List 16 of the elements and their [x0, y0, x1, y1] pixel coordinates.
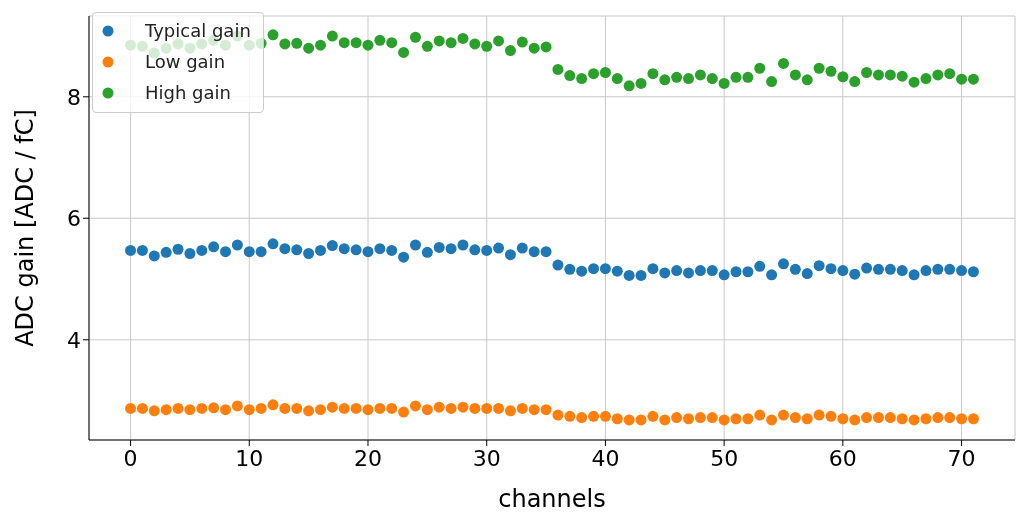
y-tick-label: 6: [67, 206, 81, 232]
legend-label: Low gain: [145, 50, 226, 74]
y-tick-label: 8: [67, 84, 81, 110]
legend-label: Typical gain: [145, 19, 251, 43]
x-axis-title: channels: [498, 485, 606, 513]
x-tick-label: 40: [591, 445, 620, 471]
y-axis-title: ADC gain [ADC / fC]: [10, 109, 39, 347]
x-tick-label: 30: [472, 445, 501, 471]
y-tick-label: 4: [67, 327, 81, 353]
x-tick-label: 50: [710, 445, 739, 471]
legend-label: High gain: [145, 81, 231, 105]
x-tick-label: 10: [235, 445, 264, 471]
x-tick-label: 60: [828, 445, 857, 471]
x-tick-label: 0: [123, 445, 138, 471]
x-tick-label: 70: [947, 445, 976, 471]
x-tick-label: 20: [353, 445, 382, 471]
